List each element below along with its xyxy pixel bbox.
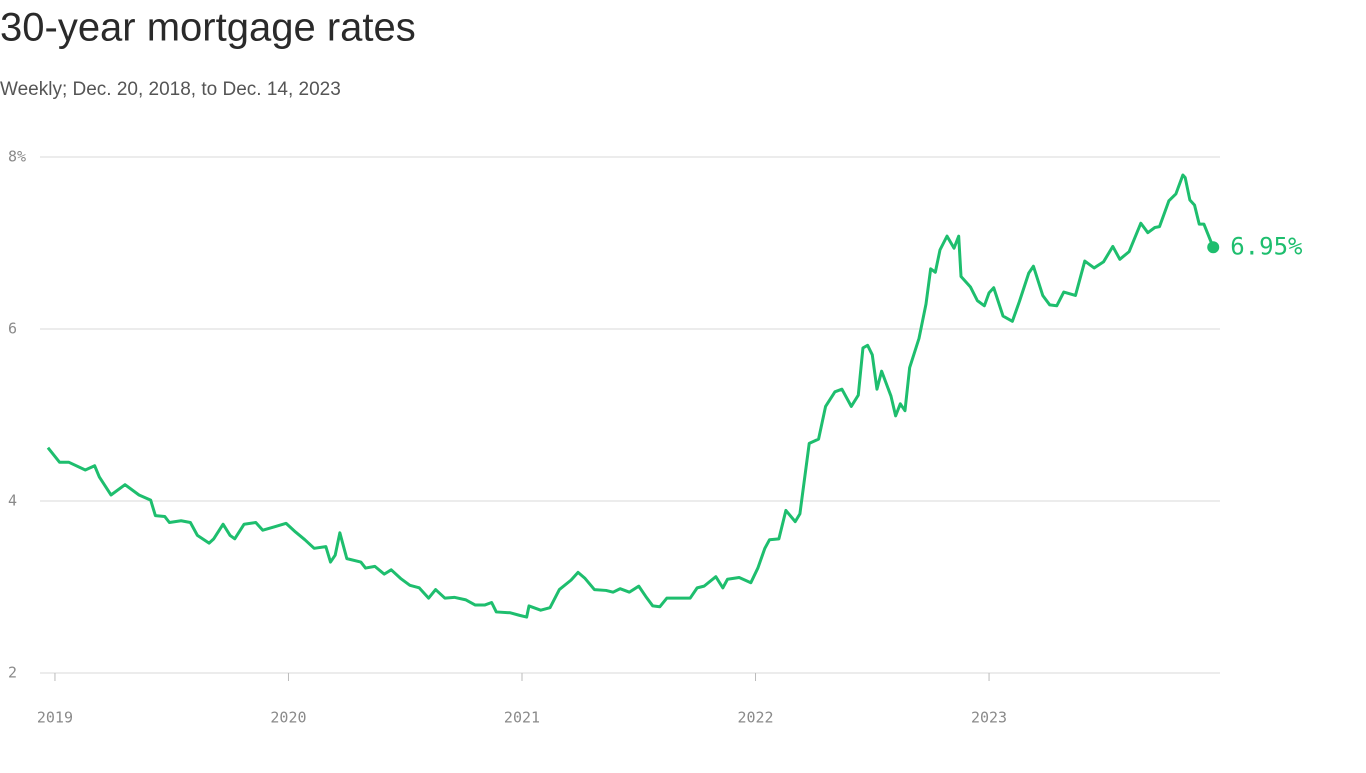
- end-label: 6.95%: [1230, 232, 1303, 260]
- chart-subtitle: Weekly; Dec. 20, 2018, to Dec. 14, 2023: [0, 79, 341, 100]
- x-tick-label: 2023: [971, 709, 1007, 727]
- x-tick-label: 2020: [270, 709, 306, 727]
- end-dot: [1207, 241, 1220, 254]
- x-tick-label: 2021: [504, 709, 540, 727]
- y-tick-label: 4: [8, 492, 17, 510]
- y-tick-label: 8%: [8, 148, 26, 166]
- x-tick-label: 2019: [37, 709, 73, 727]
- data-line: [46, 173, 1215, 619]
- x-tick-label: 2022: [737, 709, 773, 727]
- y-tick-label: 2: [8, 664, 17, 682]
- y-tick-label: 6: [8, 320, 17, 338]
- chart-title: 30-year mortgage rates: [0, 6, 416, 50]
